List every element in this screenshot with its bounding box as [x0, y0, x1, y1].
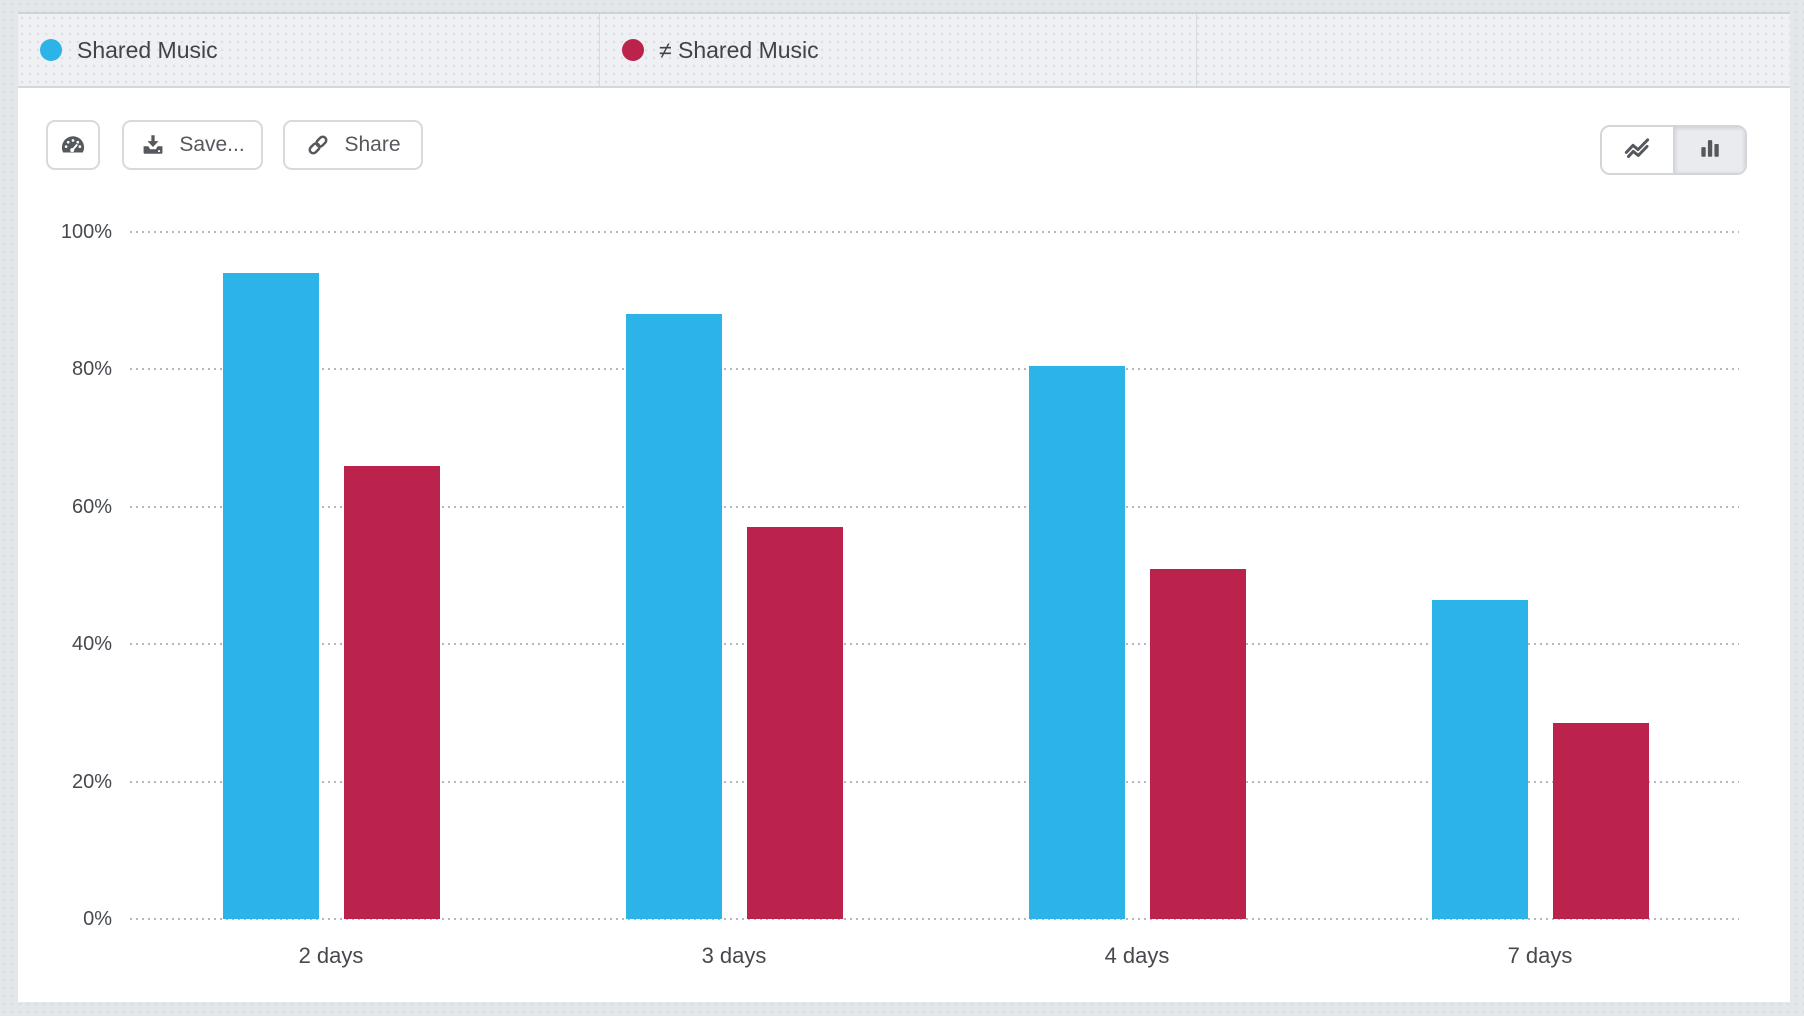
bar-group-4-days	[1028, 365, 1246, 919]
chart-card: Shared Music ≠ Shared Music	[18, 12, 1790, 1002]
legend-item-shared-music[interactable]: Shared Music	[18, 14, 600, 86]
download-icon	[140, 132, 166, 158]
link-icon	[305, 132, 331, 158]
bar-group-2-days	[222, 273, 440, 919]
share-button-label: Share	[344, 133, 401, 156]
gridline	[130, 505, 1739, 508]
x-axis-category-label: 7 days	[1507, 943, 1573, 968]
legend-item-not-shared-music[interactable]: ≠ Shared Music	[600, 14, 1197, 86]
gridline	[130, 368, 1739, 371]
save-button-label: Save...	[179, 133, 245, 156]
bar-chart-icon	[1696, 134, 1724, 167]
gridline	[130, 918, 1739, 920]
line-chart-icon	[1622, 133, 1652, 168]
gridline	[130, 643, 1739, 646]
legend-label: Shared Music	[77, 36, 218, 63]
bar-shared-music[interactable]	[1149, 568, 1246, 919]
series-color-dot	[40, 39, 62, 61]
bar-shared-music[interactable]	[1431, 599, 1528, 919]
x-axis-category-label: 3 days	[701, 943, 767, 968]
bar-shared-music[interactable]	[1552, 723, 1649, 919]
line-chart-toggle-button[interactable]	[1602, 127, 1673, 173]
bar-chart-toggle-button[interactable]	[1672, 127, 1745, 173]
legend-label: ≠ Shared Music	[659, 36, 819, 63]
series-color-dot	[622, 39, 644, 61]
y-axis-tick-label: 100%	[60, 221, 112, 243]
bar-shared-music[interactable]	[222, 273, 319, 919]
chart-panel: Save... Share	[18, 88, 1790, 1002]
bar-group-7-days	[1431, 599, 1649, 919]
chart-type-toggle	[1600, 125, 1747, 175]
bar-chart-plot-area: 100% 80% 60% 40% 20% 0% 2 days 3 days 4 days 7 da…	[61, 221, 1739, 968]
y-axis-tick-label: 20%	[71, 770, 112, 793]
x-axis-category-label: 2 days	[298, 943, 364, 968]
y-axis-tick-label: 80%	[71, 358, 112, 381]
bar-shared-music[interactable]	[625, 314, 722, 919]
x-axis-category-label: 4 days	[1104, 943, 1170, 968]
bar-group-3-days	[625, 314, 843, 919]
save-button[interactable]: Save...	[122, 120, 263, 170]
gridline	[130, 231, 1739, 233]
share-button[interactable]: Share	[283, 120, 423, 170]
bar-shared-music[interactable]	[343, 465, 440, 919]
bar-shared-music[interactable]	[1028, 365, 1125, 919]
legend-empty-cell	[1197, 14, 1790, 86]
bar-shared-music[interactable]	[746, 527, 843, 919]
y-axis-tick-label: 40%	[71, 633, 112, 656]
gauge-icon	[59, 131, 87, 159]
gridline	[130, 780, 1739, 783]
y-axis-tick-label: 60%	[71, 495, 112, 518]
dashboard-button[interactable]	[46, 120, 100, 170]
legend-bar: Shared Music ≠ Shared Music	[18, 14, 1790, 88]
y-axis-tick-label: 0%	[83, 908, 112, 930]
